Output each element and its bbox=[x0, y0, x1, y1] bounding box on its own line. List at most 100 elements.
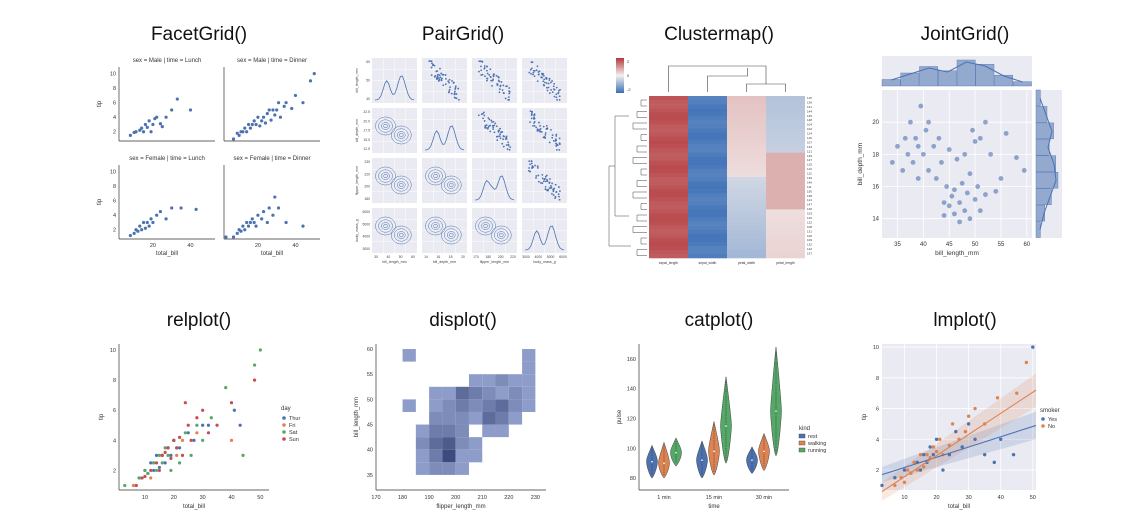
row-label: 136 bbox=[807, 100, 812, 104]
heatmap-cell bbox=[649, 108, 688, 113]
data-point bbox=[545, 124, 548, 127]
heatmap-cell bbox=[649, 201, 688, 206]
data-point bbox=[536, 129, 539, 132]
x-tick-label: 55 bbox=[998, 242, 1005, 248]
data-point bbox=[983, 119, 988, 125]
kde-contour bbox=[383, 223, 388, 229]
y-tick-label: 14 bbox=[872, 217, 879, 223]
data-point bbox=[544, 185, 547, 188]
data-point bbox=[488, 125, 490, 128]
y-tick-label: 6 bbox=[113, 199, 116, 205]
data-point bbox=[889, 159, 895, 165]
data-point bbox=[999, 437, 1003, 441]
data-point bbox=[554, 195, 557, 198]
row-label: 147 bbox=[807, 203, 812, 207]
data-point bbox=[157, 453, 161, 457]
data-point bbox=[492, 126, 495, 129]
data-point bbox=[154, 468, 159, 473]
kde-contour bbox=[383, 123, 388, 129]
row-label: 124 bbox=[807, 132, 812, 136]
data-point bbox=[486, 79, 488, 82]
data-point bbox=[177, 446, 182, 450]
heatmap-cell bbox=[766, 160, 805, 166]
heatmap-cell bbox=[766, 120, 805, 125]
data-point bbox=[544, 175, 547, 178]
heatmap-cell bbox=[649, 136, 688, 141]
data-point bbox=[172, 438, 176, 442]
data-point bbox=[532, 124, 534, 127]
heatmap-cell bbox=[727, 229, 766, 234]
heatmap-cell bbox=[688, 152, 727, 158]
data-point bbox=[495, 74, 498, 77]
kde-contour bbox=[444, 178, 459, 192]
y-tick-label: 40 bbox=[366, 97, 370, 101]
data-point bbox=[543, 78, 546, 81]
data-point bbox=[194, 207, 198, 211]
data-point bbox=[545, 86, 548, 89]
legend-marker bbox=[798, 447, 806, 453]
histogram-bin bbox=[508, 386, 523, 400]
pair-cell bbox=[472, 108, 517, 153]
y-tick-label: 3000 bbox=[362, 247, 370, 251]
data-point bbox=[544, 180, 547, 183]
data-point bbox=[558, 186, 560, 188]
histogram-bin bbox=[455, 386, 469, 400]
data-point bbox=[215, 423, 219, 427]
heatmap-cell bbox=[766, 213, 805, 218]
data-point bbox=[433, 64, 436, 67]
data-point bbox=[508, 90, 511, 93]
data-point bbox=[957, 200, 962, 206]
data-point bbox=[918, 103, 924, 109]
y-tick-label: 40 bbox=[367, 448, 373, 454]
y-tick-label: 10 bbox=[110, 170, 116, 176]
data-point bbox=[554, 197, 557, 200]
data-point bbox=[941, 468, 945, 472]
data-point bbox=[229, 438, 234, 442]
data-point bbox=[209, 416, 213, 420]
data-point bbox=[496, 139, 499, 142]
data-point bbox=[548, 141, 551, 144]
data-point bbox=[551, 182, 553, 185]
histogram-bin bbox=[482, 399, 496, 412]
data-point bbox=[963, 429, 968, 434]
heatmap-cell bbox=[727, 108, 766, 113]
data-point bbox=[267, 206, 271, 210]
heatmap-cell bbox=[766, 241, 805, 247]
data-point bbox=[555, 86, 558, 89]
data-point bbox=[149, 461, 153, 465]
data-point bbox=[505, 136, 508, 139]
data-point bbox=[486, 65, 488, 68]
row-dendrogram bbox=[636, 214, 647, 222]
row-label: 131 bbox=[807, 229, 812, 233]
x-tick-label: 10 bbox=[901, 495, 907, 501]
violin-body bbox=[658, 441, 670, 479]
data-point bbox=[544, 137, 547, 139]
legend-marker bbox=[282, 416, 286, 420]
row-label: 132 bbox=[807, 243, 812, 247]
data-point bbox=[533, 114, 535, 117]
y-tick-label: 55 bbox=[367, 372, 373, 378]
row-label: 145 bbox=[807, 114, 812, 118]
data-point bbox=[145, 125, 149, 129]
data-point bbox=[147, 119, 151, 123]
data-point bbox=[555, 135, 558, 137]
histogram-bin bbox=[442, 437, 456, 450]
data-point bbox=[490, 79, 492, 82]
data-point bbox=[246, 224, 251, 228]
data-point bbox=[946, 203, 952, 209]
data-point bbox=[492, 120, 495, 123]
panel-title: PairGrid() bbox=[421, 24, 505, 45]
data-point bbox=[530, 73, 532, 75]
data-point bbox=[180, 453, 185, 457]
data-point bbox=[189, 453, 193, 457]
kde-contour bbox=[444, 228, 459, 242]
data-point bbox=[542, 125, 545, 128]
kde-contour bbox=[378, 119, 393, 133]
data-point bbox=[543, 84, 546, 87]
y-tick-label: 5000 bbox=[362, 222, 370, 226]
heatmap-cell bbox=[649, 233, 688, 239]
data-point bbox=[977, 208, 983, 214]
y-tick-label: 60 bbox=[367, 347, 373, 353]
data-point bbox=[275, 108, 279, 112]
